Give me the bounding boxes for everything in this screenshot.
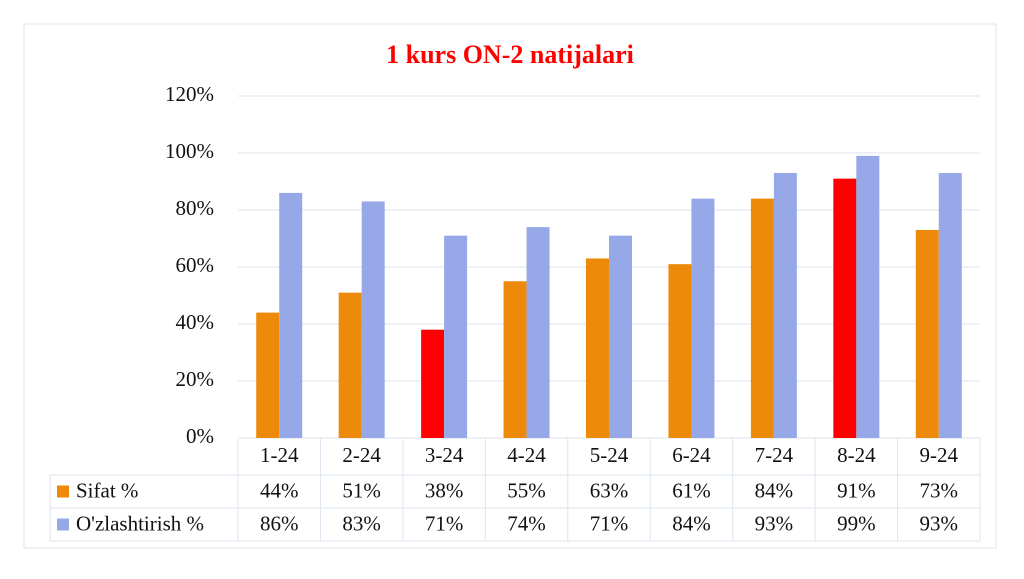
bar <box>833 178 857 438</box>
y-tick-label: 0% <box>186 424 214 448</box>
x-tick-label: 8-24 <box>837 443 876 467</box>
bar <box>444 235 468 438</box>
x-tick-label: 6-24 <box>672 443 711 467</box>
bar <box>609 235 632 438</box>
table-value: 99% <box>837 511 876 535</box>
legend-swatch <box>57 485 69 498</box>
legend-label: Sifat % <box>76 478 138 502</box>
x-tick-label: 1-24 <box>260 443 299 467</box>
bar <box>586 258 609 438</box>
table-value: 73% <box>920 478 959 502</box>
legend-label: O'zlashtirish % <box>76 511 204 535</box>
legend-swatch <box>57 518 69 531</box>
table-value: 71% <box>425 511 464 535</box>
x-tick-label: 5-24 <box>590 443 629 467</box>
y-tick-label: 120% <box>165 82 214 106</box>
bar <box>361 201 385 438</box>
table-value: 61% <box>672 478 711 502</box>
table-value: 93% <box>920 511 959 535</box>
table-value: 86% <box>260 511 299 535</box>
x-tick-label: 9-24 <box>920 443 959 467</box>
bar <box>750 198 774 438</box>
bar <box>526 227 550 438</box>
table-value: 63% <box>590 478 629 502</box>
x-tick-label: 4-24 <box>507 443 546 467</box>
x-tick-label: 3-24 <box>425 443 464 467</box>
bar <box>915 229 939 438</box>
table-value: 44% <box>260 478 299 502</box>
y-tick-label: 40% <box>176 310 215 334</box>
bar <box>938 172 962 438</box>
x-tick-label: 7-24 <box>755 443 794 467</box>
table-value: 84% <box>672 511 711 535</box>
bar <box>256 312 280 438</box>
y-tick-label: 100% <box>165 139 214 163</box>
y-tick-label: 60% <box>176 253 215 277</box>
bar <box>421 329 445 438</box>
table-value: 91% <box>837 478 876 502</box>
table-value: 83% <box>342 511 381 535</box>
bar <box>668 264 692 438</box>
table-value: 74% <box>507 511 546 535</box>
table-value: 55% <box>507 478 546 502</box>
x-tick-label: 2-24 <box>342 443 381 467</box>
chart-title: 1 kurs ON-2 natijalari <box>386 40 634 69</box>
bar <box>503 281 527 438</box>
bar <box>279 192 303 438</box>
bar <box>773 172 797 438</box>
bar <box>856 155 880 438</box>
table-value: 84% <box>755 478 794 502</box>
bar <box>691 198 715 438</box>
y-tick-label: 80% <box>176 196 215 220</box>
table-value: 71% <box>590 511 629 535</box>
table-value: 38% <box>425 478 464 502</box>
table-value: 51% <box>342 478 381 502</box>
bar <box>338 292 362 438</box>
y-tick-label: 20% <box>176 367 215 391</box>
table-value: 93% <box>755 511 794 535</box>
